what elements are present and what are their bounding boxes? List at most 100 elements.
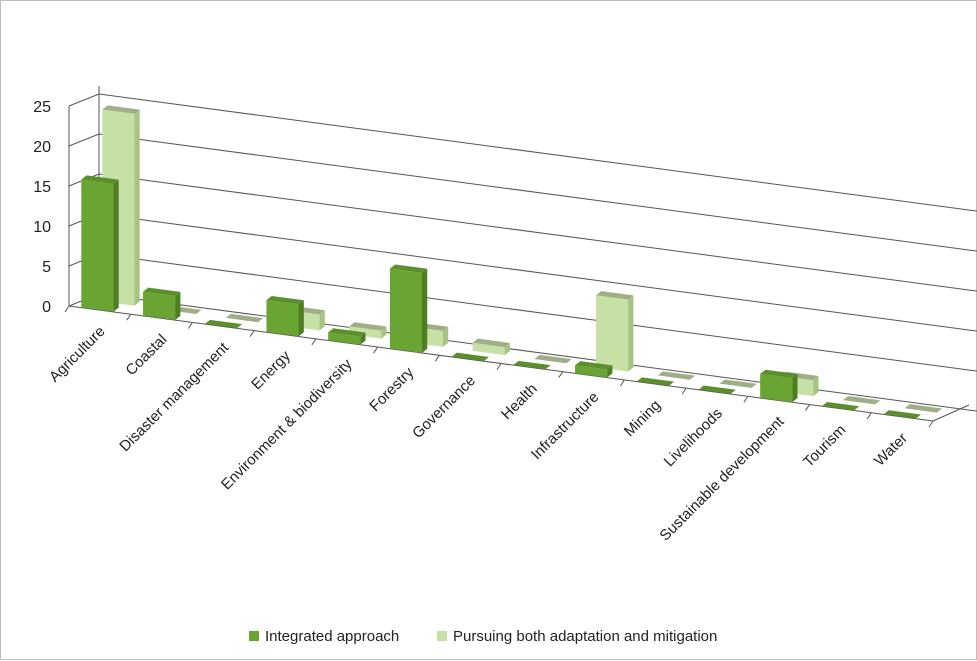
bar-side-face <box>175 291 181 320</box>
category-label-mining: Mining <box>621 397 664 440</box>
bar-top-face <box>760 369 798 379</box>
bar-top-face <box>883 410 921 419</box>
category-label-health: Health <box>498 380 541 423</box>
bar-top-face <box>472 338 510 348</box>
bar-top-face <box>821 401 860 411</box>
y-tick-label: 5 <box>42 259 51 276</box>
bar-integrated-approach-coastal <box>143 287 181 320</box>
y-tick-label: 15 <box>33 179 51 196</box>
bar-top-face <box>842 395 881 405</box>
bar-front-face <box>328 332 361 345</box>
category-label-governance: Governance <box>409 372 479 442</box>
bar-top-face <box>513 360 551 370</box>
bar-side-face <box>381 326 387 339</box>
back-gridline <box>98 253 977 372</box>
back-gridline <box>98 293 977 412</box>
bar-top-face <box>266 296 304 305</box>
bar-front-face <box>266 300 299 337</box>
category-label-environment-and-biodiversity: Environment & biodiversity <box>218 355 356 493</box>
bar-pursuing-both-adaptation-and-mitigation-mining <box>657 371 696 380</box>
bar-integrated-approach-forestry <box>389 264 428 353</box>
legend-label-integrated: Integrated approach <box>265 628 399 645</box>
bar-integrated-approach-energy <box>266 296 304 337</box>
bar-front-face <box>81 179 114 312</box>
bar-pursuing-both-adaptation-and-mitigation-health <box>534 354 572 364</box>
bar-integrated-approach-agriculture <box>81 175 119 312</box>
bar-side-face <box>813 376 819 397</box>
category-label-agriculture: Agriculture <box>46 323 109 386</box>
bar-pursuing-both-adaptation-and-mitigation-disaster-management <box>225 313 264 323</box>
bar-front-face <box>760 373 793 403</box>
bar-top-face <box>636 377 675 386</box>
bar-integrated-approach-sustainable-development <box>760 369 798 403</box>
bar-side-face <box>134 109 140 306</box>
bar-top-face <box>102 105 140 114</box>
bar-side-face <box>319 310 325 331</box>
bar-top-face <box>904 404 942 413</box>
bar-top-face <box>143 287 181 296</box>
legend-swatch-pursuing-both <box>437 631 447 641</box>
floor-right-edge <box>932 404 970 422</box>
bar-side-face <box>504 342 510 356</box>
bar-side-face <box>628 295 634 372</box>
x-tick-mark <box>188 322 193 329</box>
legend: Integrated approach Pursuing both adapta… <box>249 628 717 645</box>
bar-front-face <box>596 295 629 372</box>
bar-pursuing-both-adaptation-and-mitigation-livelihoods <box>719 379 757 388</box>
bar-top-face <box>204 319 243 329</box>
x-tick-mark <box>373 346 378 354</box>
bar-pursuing-both-adaptation-and-mitigation-infrastructure <box>596 291 634 372</box>
x-tick-mark <box>126 313 132 321</box>
bar-integrated-approach-infrastructure <box>575 361 613 378</box>
bar-integrated-approach-tourism <box>821 401 860 411</box>
bar-front-face <box>575 365 608 378</box>
x-tick-mark <box>928 420 934 428</box>
bar-integrated-approach-environment-and-biodiversity <box>328 328 366 345</box>
x-tick-mark <box>558 371 564 378</box>
back-gridline <box>98 213 977 332</box>
bar-side-face <box>442 326 449 347</box>
bar-side-face <box>113 179 119 312</box>
x-tick-mark <box>496 363 502 370</box>
back-gridline <box>98 133 977 252</box>
bar-integrated-approach-health <box>513 360 551 370</box>
side-gridline <box>68 93 100 107</box>
bar-side-face <box>298 300 304 337</box>
y-tick-label: 25 <box>33 99 51 116</box>
bar-pursuing-both-adaptation-and-mitigation-water <box>904 404 942 413</box>
x-tick-mark <box>743 396 749 403</box>
bar-top-face <box>596 291 634 300</box>
bar-pursuing-both-adaptation-and-mitigation-governance <box>472 338 510 356</box>
x-tick-mark <box>681 387 687 395</box>
category-label-sustainable-development: Sustainable development <box>656 413 788 545</box>
back-gridline <box>98 93 977 212</box>
bar-integrated-approach-livelihoods <box>698 385 736 394</box>
y-tick-label: 10 <box>33 219 51 236</box>
bar-side-face <box>607 365 613 378</box>
bar-front-face <box>389 268 422 353</box>
x-tick-mark <box>311 338 317 346</box>
bar-side-face <box>360 332 366 345</box>
x-tick-mark <box>434 355 440 362</box>
bar-integrated-approach-mining <box>636 377 675 386</box>
category-label-energy: Energy <box>248 347 294 393</box>
y-tick-label: 20 <box>33 139 51 156</box>
back-gridline <box>98 173 977 292</box>
legend-label-pursuing-both: Pursuing both adaptation and mitigation <box>453 628 717 645</box>
x-tick-mark <box>866 412 872 420</box>
bar-front-face <box>472 342 505 356</box>
bar-top-face <box>349 322 387 331</box>
y-tick-label: 0 <box>42 299 51 316</box>
x-tick-mark <box>620 379 625 387</box>
bar-top-face <box>451 352 489 362</box>
bar-integrated-approach-water <box>883 410 921 419</box>
bar-top-face <box>719 379 757 388</box>
bar-top-face <box>225 313 264 323</box>
x-tick-mark <box>64 305 70 313</box>
bar-top-face <box>81 175 119 184</box>
y-axis-ticks: 0 5 10 15 20 25 <box>33 99 51 316</box>
bar-side-face <box>421 268 428 353</box>
x-tick-mark <box>805 404 810 411</box>
